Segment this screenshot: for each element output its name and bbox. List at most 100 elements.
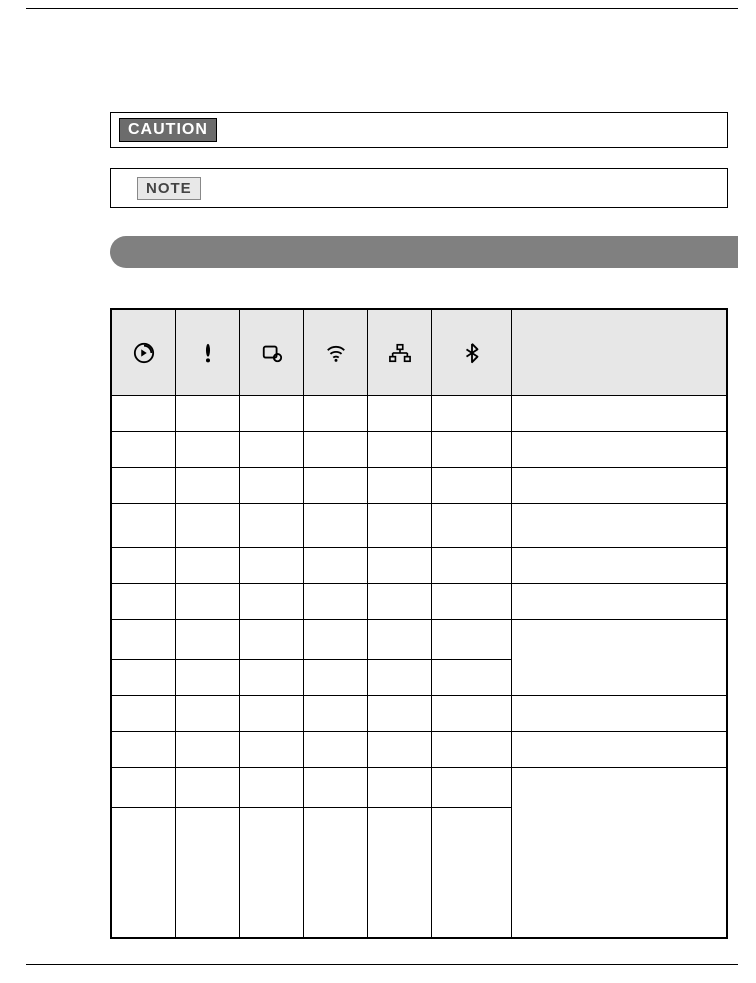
cell [432,548,512,584]
cell [176,504,240,548]
caution-label: CAUTION [119,118,217,142]
cell [240,732,304,768]
cell-desc [512,584,727,620]
table-row [112,620,727,660]
note-label: NOTE [137,177,201,200]
exclamation-icon [197,342,219,364]
cell [176,584,240,620]
cell [240,768,304,808]
cell-desc [512,548,727,584]
cell-desc [512,504,727,548]
cell [368,548,432,584]
bluetooth-icon [461,342,483,364]
cell [304,432,368,468]
cell [112,620,176,660]
cell [432,732,512,768]
cell [112,584,176,620]
col-header-description [512,310,727,396]
table-body [112,396,727,938]
cell [304,396,368,432]
cell [112,468,176,504]
cell [176,732,240,768]
status-table [110,308,728,939]
cell [112,732,176,768]
cell [176,696,240,732]
cell [432,808,512,938]
cell [304,808,368,938]
table-row [112,548,727,584]
cell [432,396,512,432]
cell [368,768,432,808]
col-header-bluetooth [432,310,512,396]
cell [176,768,240,808]
cell [176,548,240,584]
cell [432,768,512,808]
cell [304,696,368,732]
col-header-power [112,310,176,396]
cell [112,696,176,732]
cell [112,808,176,938]
cell [240,468,304,504]
cell [240,396,304,432]
cell [304,468,368,504]
cell [304,548,368,584]
cell [368,660,432,696]
cell [368,396,432,432]
cell [368,620,432,660]
col-header-wifi [304,310,368,396]
cell [304,620,368,660]
cell [176,396,240,432]
table-row [112,468,727,504]
cell [112,548,176,584]
bottom-border-rule [26,964,738,965]
table-row [112,504,727,548]
cell [304,504,368,548]
cell [240,808,304,938]
cell [432,432,512,468]
cell [432,584,512,620]
cell [368,468,432,504]
cell-desc [512,768,727,938]
caution-callout: CAUTION [110,112,728,148]
cell [240,584,304,620]
cell [368,504,432,548]
col-header-paper [240,310,304,396]
cell [432,660,512,696]
cell [432,620,512,660]
cell [112,768,176,808]
cell [176,432,240,468]
cell-desc [512,468,727,504]
cell [176,660,240,696]
cell [368,696,432,732]
cell [240,548,304,584]
cell [112,396,176,432]
cell [112,432,176,468]
cell [176,468,240,504]
cell-desc [512,732,727,768]
cell [432,504,512,548]
cell-desc [512,620,727,696]
note-callout: NOTE [110,168,728,208]
section-banner [110,236,738,268]
table-row [112,432,727,468]
cell [112,504,176,548]
cell [112,660,176,696]
table-header-row [112,310,727,396]
cell [368,732,432,768]
cell [240,696,304,732]
status-table-grid [111,309,727,938]
cell [432,696,512,732]
wifi-icon [325,342,347,364]
table-row [112,696,727,732]
cell [432,468,512,504]
ethernet-icon [389,342,411,364]
cell [368,584,432,620]
cell [304,768,368,808]
table-row [112,732,727,768]
cell [240,620,304,660]
top-border-rule [26,8,738,9]
cell [240,504,304,548]
cell [304,584,368,620]
cell [368,432,432,468]
cell-desc [512,432,727,468]
